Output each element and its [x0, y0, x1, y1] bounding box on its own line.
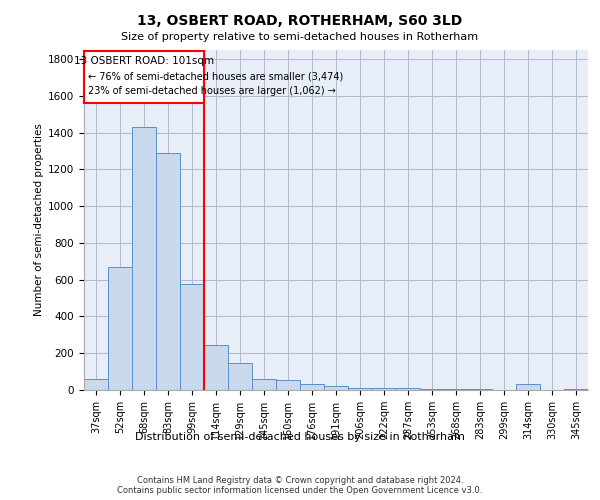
Bar [516, 384, 540, 390]
Bar [372, 388, 396, 390]
Bar [276, 380, 300, 390]
Bar [180, 284, 204, 390]
Bar [564, 389, 588, 390]
Bar [324, 386, 348, 390]
Text: 13 OSBERT ROAD: 101sqm: 13 OSBERT ROAD: 101sqm [74, 56, 214, 66]
Text: 23% of semi-detached houses are larger (1,062) →: 23% of semi-detached houses are larger (… [88, 86, 335, 97]
Bar [228, 364, 252, 390]
Bar [300, 384, 324, 390]
Text: Contains HM Land Registry data © Crown copyright and database right 2024.
Contai: Contains HM Land Registry data © Crown c… [118, 476, 482, 495]
Bar [132, 127, 156, 390]
Text: Distribution of semi-detached houses by size in Rotherham: Distribution of semi-detached houses by … [135, 432, 465, 442]
Bar [156, 153, 180, 390]
Text: ← 76% of semi-detached houses are smaller (3,474): ← 76% of semi-detached houses are smalle… [88, 72, 343, 82]
Bar [396, 388, 420, 390]
Bar [84, 379, 108, 390]
FancyBboxPatch shape [84, 51, 204, 104]
Bar [420, 389, 444, 390]
Text: 13, OSBERT ROAD, ROTHERHAM, S60 3LD: 13, OSBERT ROAD, ROTHERHAM, S60 3LD [137, 14, 463, 28]
Bar [468, 389, 492, 390]
Bar [252, 379, 276, 390]
Text: Size of property relative to semi-detached houses in Rotherham: Size of property relative to semi-detach… [121, 32, 479, 42]
Bar [348, 388, 372, 390]
Bar [204, 345, 228, 390]
Bar [444, 389, 468, 390]
Y-axis label: Number of semi-detached properties: Number of semi-detached properties [34, 124, 44, 316]
Bar [108, 267, 132, 390]
